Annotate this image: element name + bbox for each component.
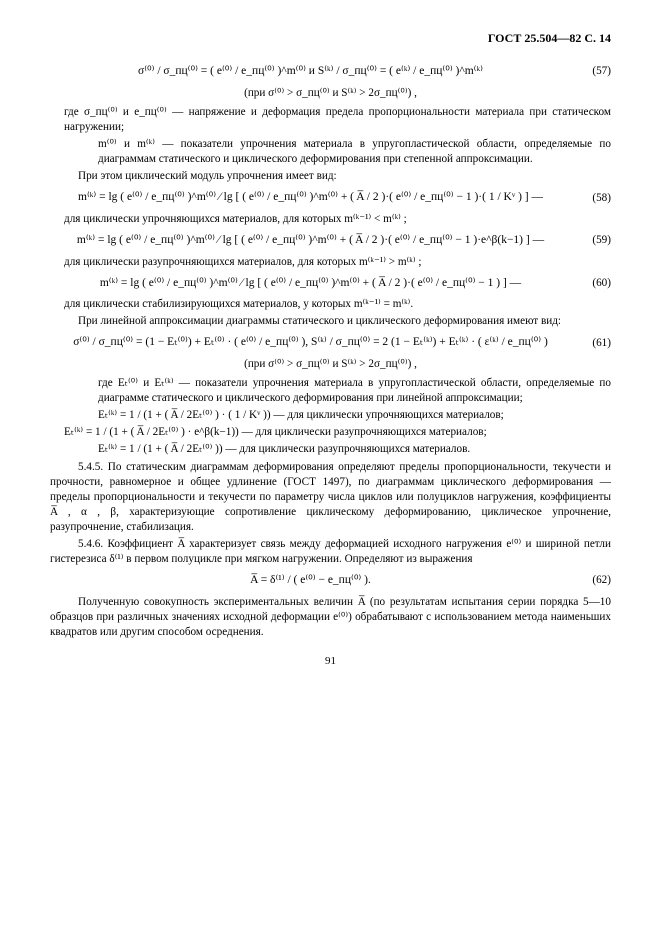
para-et-hardening: Eₜ⁽ᵏ⁾ = 1 / (1 + ( A̅ / 2Eₜ⁽⁰⁾ ) · ( 1 /… (98, 408, 611, 423)
equation-62-number: (62) (571, 573, 611, 588)
para-stabilizing: для циклически стабилизирующихся материа… (64, 297, 611, 312)
document-page: ГОСТ 25.504—82 С. 14 σ⁽⁰⁾ / σ_пц⁽⁰⁾ = ( … (0, 0, 661, 936)
equation-60: m⁽ᵏ⁾ = lg ( e⁽⁰⁾ / e_пц⁽⁰⁾ )^m⁽⁰⁾ ⁄ lg [… (50, 276, 611, 292)
para-545: 5.4.5. По статическим диаграммам деформи… (50, 460, 611, 536)
equation-60-formula: m⁽ᵏ⁾ = lg ( e⁽⁰⁾ / e_пц⁽⁰⁾ )^m⁽⁰⁾ ⁄ lg [… (50, 276, 571, 292)
equation-57-number: (57) (571, 64, 611, 79)
para-experimental: Полученную совокупность экспериментальны… (50, 595, 611, 640)
para-where-et: где Eₜ⁽⁰⁾ и Eₜ⁽ᵏ⁾ — показатели упрочнени… (98, 376, 611, 406)
para-where-2: m⁽⁰⁾ и m⁽ᵏ⁾ — показатели упрочнения мате… (98, 137, 611, 167)
para-cyclic-module: При этом циклический модуль упрочнения и… (50, 169, 611, 184)
equation-61: σ⁽⁰⁾ / σ_пц⁽⁰⁾ = (1 − Eₜ⁽⁰⁾) + Eₜ⁽⁰⁾ · (… (50, 335, 611, 351)
para-546: 5.4.6. Коэффициент A̅ характеризует связ… (50, 537, 611, 567)
equation-62-formula: A̅ = δ⁽¹⁾ / ( e⁽⁰⁾ − e_пц⁽⁰⁾ ). (50, 573, 571, 589)
equation-61-formula: σ⁽⁰⁾ / σ_пц⁽⁰⁾ = (1 − Eₜ⁽⁰⁾) + Eₜ⁽⁰⁾ · (… (50, 335, 571, 351)
equation-59: m⁽ᵏ⁾ = lg ( e⁽⁰⁾ / e_пц⁽⁰⁾ )^m⁽⁰⁾ ⁄ lg [… (50, 233, 611, 249)
para-softening: для циклически разупрочняющихся материал… (64, 255, 611, 270)
equation-58-formula: m⁽ᵏ⁾ = lg ( e⁽⁰⁾ / e_пц⁽⁰⁾ )^m⁽⁰⁾ ⁄ lg [… (50, 190, 571, 206)
equation-58: m⁽ᵏ⁾ = lg ( e⁽⁰⁾ / e_пц⁽⁰⁾ )^m⁽⁰⁾ ⁄ lg [… (50, 190, 611, 206)
para-hardening: для циклически упрочняющихся материалов,… (64, 212, 611, 227)
page-number: 91 (50, 654, 611, 669)
para-where-1: где σ_пц⁽⁰⁾ и e_пц⁽⁰⁾ — напряжение и деф… (64, 105, 611, 135)
para-et-stabilizing: Eₜ⁽ᵏ⁾ = 1 / (1 + ( A̅ / 2Eₜ⁽⁰⁾ )) — для … (98, 442, 611, 457)
equation-57: σ⁽⁰⁾ / σ_пц⁽⁰⁾ = ( e⁽⁰⁾ / e_пц⁽⁰⁾ )^m⁽⁰⁾… (50, 64, 611, 80)
para-et-softening: Eₜ⁽ᵏ⁾ = 1 / (1 + ( A̅ / 2Eₜ⁽⁰⁾ ) · e^β(k… (64, 425, 611, 440)
equation-57-formula: σ⁽⁰⁾ / σ_пц⁽⁰⁾ = ( e⁽⁰⁾ / e_пц⁽⁰⁾ )^m⁽⁰⁾… (50, 64, 571, 80)
condition-57: (при σ⁽⁰⁾ > σ_пц⁽⁰⁾ и S⁽ᵏ⁾ > 2σ_пц⁽⁰⁾) , (50, 86, 611, 101)
equation-59-formula: m⁽ᵏ⁾ = lg ( e⁽⁰⁾ / e_пц⁽⁰⁾ )^m⁽⁰⁾ ⁄ lg [… (50, 233, 571, 249)
page-header: ГОСТ 25.504—82 С. 14 (50, 30, 611, 46)
equation-61-number: (61) (571, 336, 611, 351)
condition-61: (при σ⁽⁰⁾ > σ_пц⁽⁰⁾ и S⁽ᵏ⁾ > 2σ_пц⁽⁰⁾) , (50, 357, 611, 372)
equation-60-number: (60) (571, 276, 611, 291)
para-linear-approx: При линейной аппроксимации диаграммы ста… (50, 314, 611, 329)
equation-62: A̅ = δ⁽¹⁾ / ( e⁽⁰⁾ − e_пц⁽⁰⁾ ). (62) (50, 573, 611, 589)
equation-59-number: (59) (571, 233, 611, 248)
equation-58-number: (58) (571, 191, 611, 206)
